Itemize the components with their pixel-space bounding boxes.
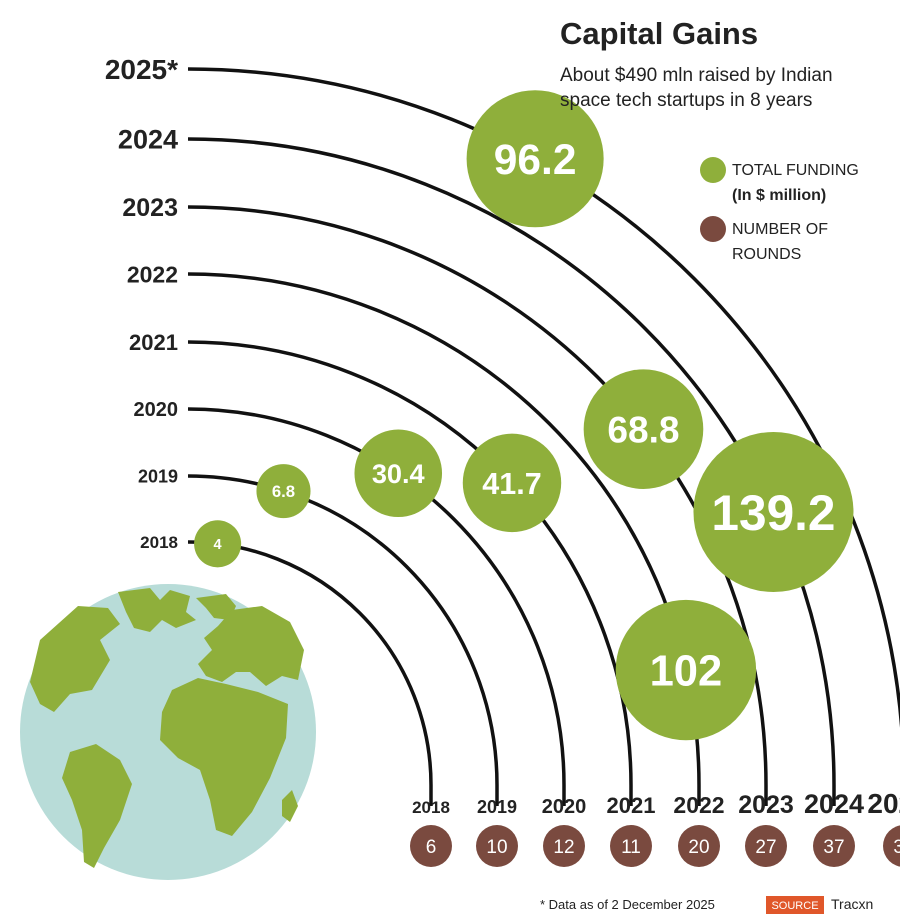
year-label-bottom: 2023: [738, 791, 794, 819]
funding-value-label: 41.7: [482, 467, 541, 501]
rounds-value-label: 27: [755, 837, 776, 858]
funding-value-label: 139.2: [711, 485, 835, 541]
legend-funding-label: TOTAL FUNDING: [732, 162, 859, 179]
subtitle-line-1: About $490 mln raised by Indian: [560, 65, 833, 86]
chart-title: Capital Gains: [560, 16, 758, 51]
legend-funding-swatch: [700, 157, 726, 183]
source-label: SOURCE: [771, 900, 818, 912]
funding-bubble: [466, 90, 604, 228]
rounds-bubble: [745, 825, 787, 867]
rounds-bubble: [813, 825, 855, 867]
source-name: Tracxn: [831, 896, 873, 912]
rounds-value-label: 35: [893, 837, 900, 858]
legend-funding-unit: (In $ million): [732, 187, 826, 204]
year-label-left: 2019: [138, 466, 178, 486]
year-label-left: 2021: [129, 330, 178, 355]
year-arc: [187, 407, 566, 806]
funding-value-label: 6.8: [272, 482, 295, 501]
legend-rounds-label-2: ROUNDS: [732, 246, 801, 263]
funding-bubble: [583, 369, 704, 489]
source-badge: [766, 896, 824, 914]
subtitle-line-2: space tech startups in 8 years: [560, 90, 812, 111]
rounds-value-label: 11: [621, 837, 641, 858]
rounds-value-label: 12: [553, 837, 574, 858]
year-label-bottom: 2024: [804, 789, 864, 819]
year-arc: [187, 540, 433, 806]
funding-value-label: 102: [650, 648, 723, 696]
funding-bubble: [693, 431, 854, 592]
year-label-left: 2022: [127, 261, 178, 287]
legend: TOTAL FUNDING (In $ million) NUMBER OF R…: [700, 157, 859, 263]
year-label-left: 2018: [140, 533, 178, 552]
rounds-bubble: [410, 825, 452, 867]
year-label-bottom: 2025*: [867, 788, 900, 819]
funding-value-label: 4: [214, 537, 223, 553]
year-label-left: 2020: [134, 399, 179, 421]
globe-illustration: [20, 584, 316, 880]
rounds-bubble: [543, 825, 585, 867]
funding-value-label: 68.8: [607, 408, 679, 450]
funding-bubble: [256, 464, 311, 519]
funding-value-label: 30.4: [372, 458, 425, 489]
rounds-bubble: [610, 825, 652, 867]
year-label-bottom: 2018: [412, 798, 450, 817]
rounds-value-label: 6: [426, 837, 437, 858]
year-label-left: 2025*: [105, 54, 178, 85]
funding-value-label: 96.2: [494, 137, 577, 184]
footnote: * Data as of 2 December 2025: [540, 897, 715, 912]
year-label-bottom: 2019: [477, 797, 517, 817]
funding-bubble: [194, 520, 242, 568]
year-label-bottom: 2022: [673, 792, 724, 818]
funding-bubble: [354, 429, 443, 518]
legend-rounds-label: NUMBER OF: [732, 221, 828, 238]
rounds-value-label: 37: [823, 837, 844, 858]
year-arc: [187, 67, 900, 730]
year-labels-left: 2018 2019 2020 2021 2022 2023 2024 2025*: [105, 54, 178, 552]
rounds-bubble: [883, 825, 900, 867]
legend-rounds-swatch: [700, 216, 726, 242]
rounds-value-label: 10: [486, 837, 507, 858]
rounds-value-label: 20: [688, 837, 709, 858]
funding-bubbles: 4 6.8 30.4 41.7 102 68.8 139.2 96.2: [194, 90, 854, 741]
year-label-bottom: 2021: [607, 793, 656, 818]
globe-land: [30, 588, 304, 868]
year-label-left: 2024: [118, 125, 178, 155]
rounds-bubble: [476, 825, 518, 867]
year-arc: [187, 137, 836, 806]
year-label-left: 2023: [122, 194, 178, 222]
rounds-bubbles: 6 10 12 11 20 27 37 35: [410, 825, 900, 867]
funding-bubble: [615, 599, 757, 741]
rounds-bubble: [678, 825, 720, 867]
funding-bubble: [462, 433, 562, 533]
year-label-bottom: 2020: [542, 796, 587, 818]
